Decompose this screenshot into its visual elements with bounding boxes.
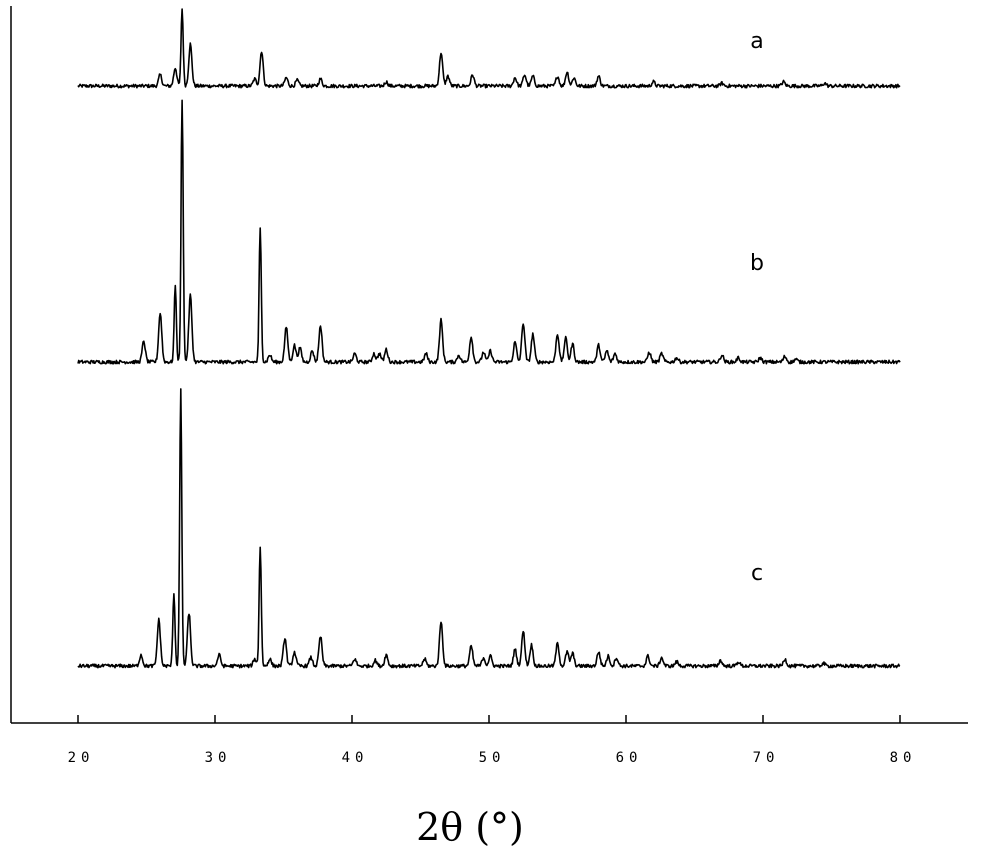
x-tick-label-70: 70 bbox=[753, 750, 780, 766]
series-label-c: c bbox=[751, 561, 763, 586]
x-tick-label-40: 40 bbox=[342, 750, 369, 766]
x-tick-label-30: 30 bbox=[205, 750, 232, 766]
axes bbox=[11, 6, 968, 723]
series-layer bbox=[78, 9, 900, 668]
series-line-c bbox=[78, 389, 900, 668]
series-line-b bbox=[78, 100, 900, 363]
x-axis-label: 2θ (°) bbox=[416, 805, 524, 849]
series-label-b: b bbox=[750, 251, 764, 276]
x-tick-label-20: 20 bbox=[68, 750, 95, 766]
x-tick-label-50: 50 bbox=[479, 750, 506, 766]
x-tick-label-80: 80 bbox=[890, 750, 917, 766]
series-line-a bbox=[78, 9, 900, 88]
x-tick-label-60: 60 bbox=[616, 750, 643, 766]
series-label-a: a bbox=[750, 29, 763, 54]
